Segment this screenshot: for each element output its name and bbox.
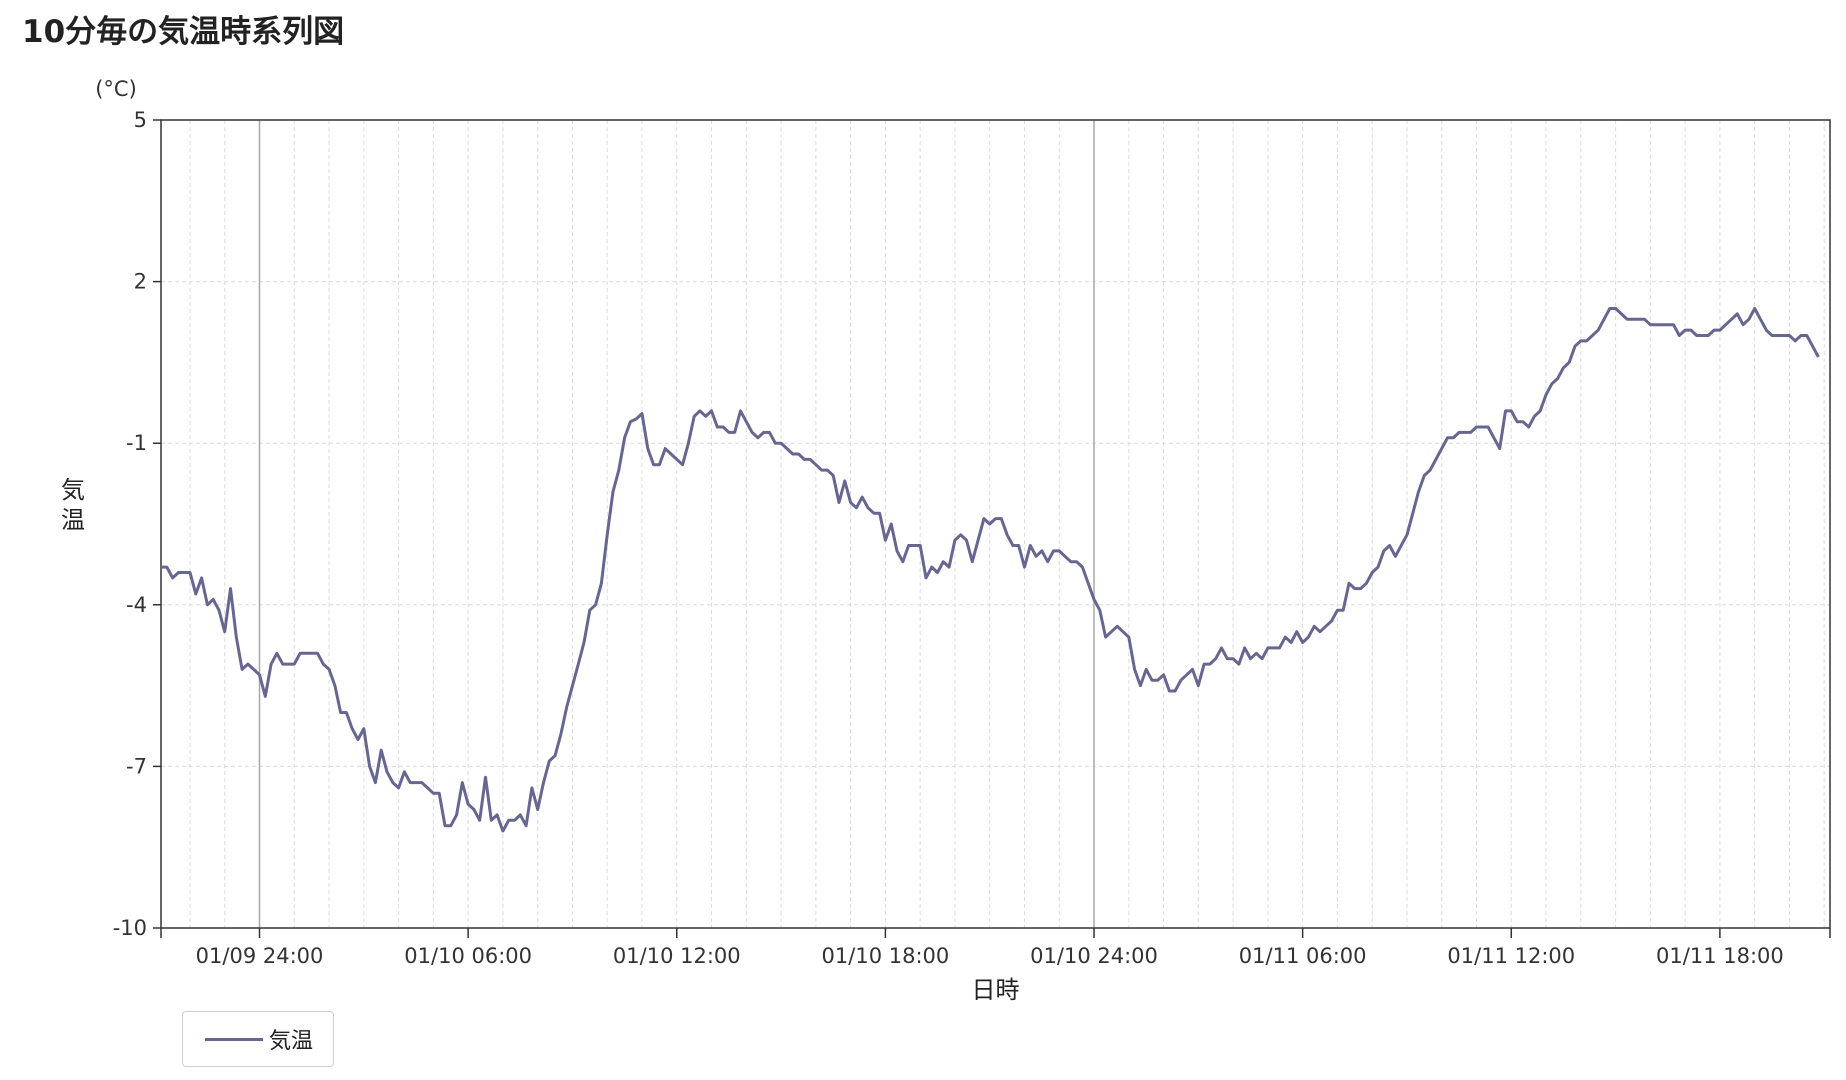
grid-lines — [161, 119, 1830, 929]
x-axis: 01/09 24:00 01/10 06:00 01/10 12:00 01/10 1… — [160, 928, 1831, 968]
y-tick-label: 5 — [134, 108, 147, 132]
y-axis-title-char: 温 — [61, 506, 85, 534]
y-tick-label: 2 — [134, 270, 147, 294]
y-axis-unit: (°C) — [95, 77, 137, 101]
x-tick-label: 01/10 24:00 — [1030, 944, 1158, 968]
series-line-気温 — [161, 307, 1820, 833]
x-tick-label: 01/10 18:00 — [822, 944, 950, 968]
x-tick-label: 01/10 06:00 — [404, 944, 532, 968]
y-axis-title-char: 気 — [61, 476, 85, 504]
series-layer — [161, 307, 1820, 833]
legend[interactable]: 気温 — [182, 1011, 334, 1067]
plot-area-frame — [160, 119, 1831, 929]
temperature-chart: 5 2 -1 -4 -7 -10 01/09 24:00 01/10 06:00 01/10 … — [61, 77, 1831, 1004]
x-axis-title: 日時 — [972, 976, 1020, 1004]
x-tick-label: 01/10 12:00 — [613, 944, 741, 968]
y-tick-label: -4 — [126, 593, 147, 617]
y-axis: 5 2 -1 -4 -7 -10 — [113, 108, 161, 940]
y-tick-label: -10 — [113, 916, 147, 940]
x-tick-label: 01/11 18:00 — [1656, 944, 1784, 968]
y-axis-title: 気温 — [61, 476, 85, 534]
chart-title: 10分毎の気温時系列図 — [22, 14, 345, 50]
y-tick-label: -7 — [126, 754, 147, 778]
legend-swatch — [205, 1037, 263, 1041]
legend-label: 気温 — [269, 1029, 314, 1054]
x-tick-label: 01/11 06:00 — [1239, 944, 1367, 968]
x-tick-label: 01/11 12:00 — [1447, 944, 1575, 968]
y-tick-label: -1 — [126, 431, 147, 455]
x-tick-label: 01/09 24:00 — [196, 944, 324, 968]
